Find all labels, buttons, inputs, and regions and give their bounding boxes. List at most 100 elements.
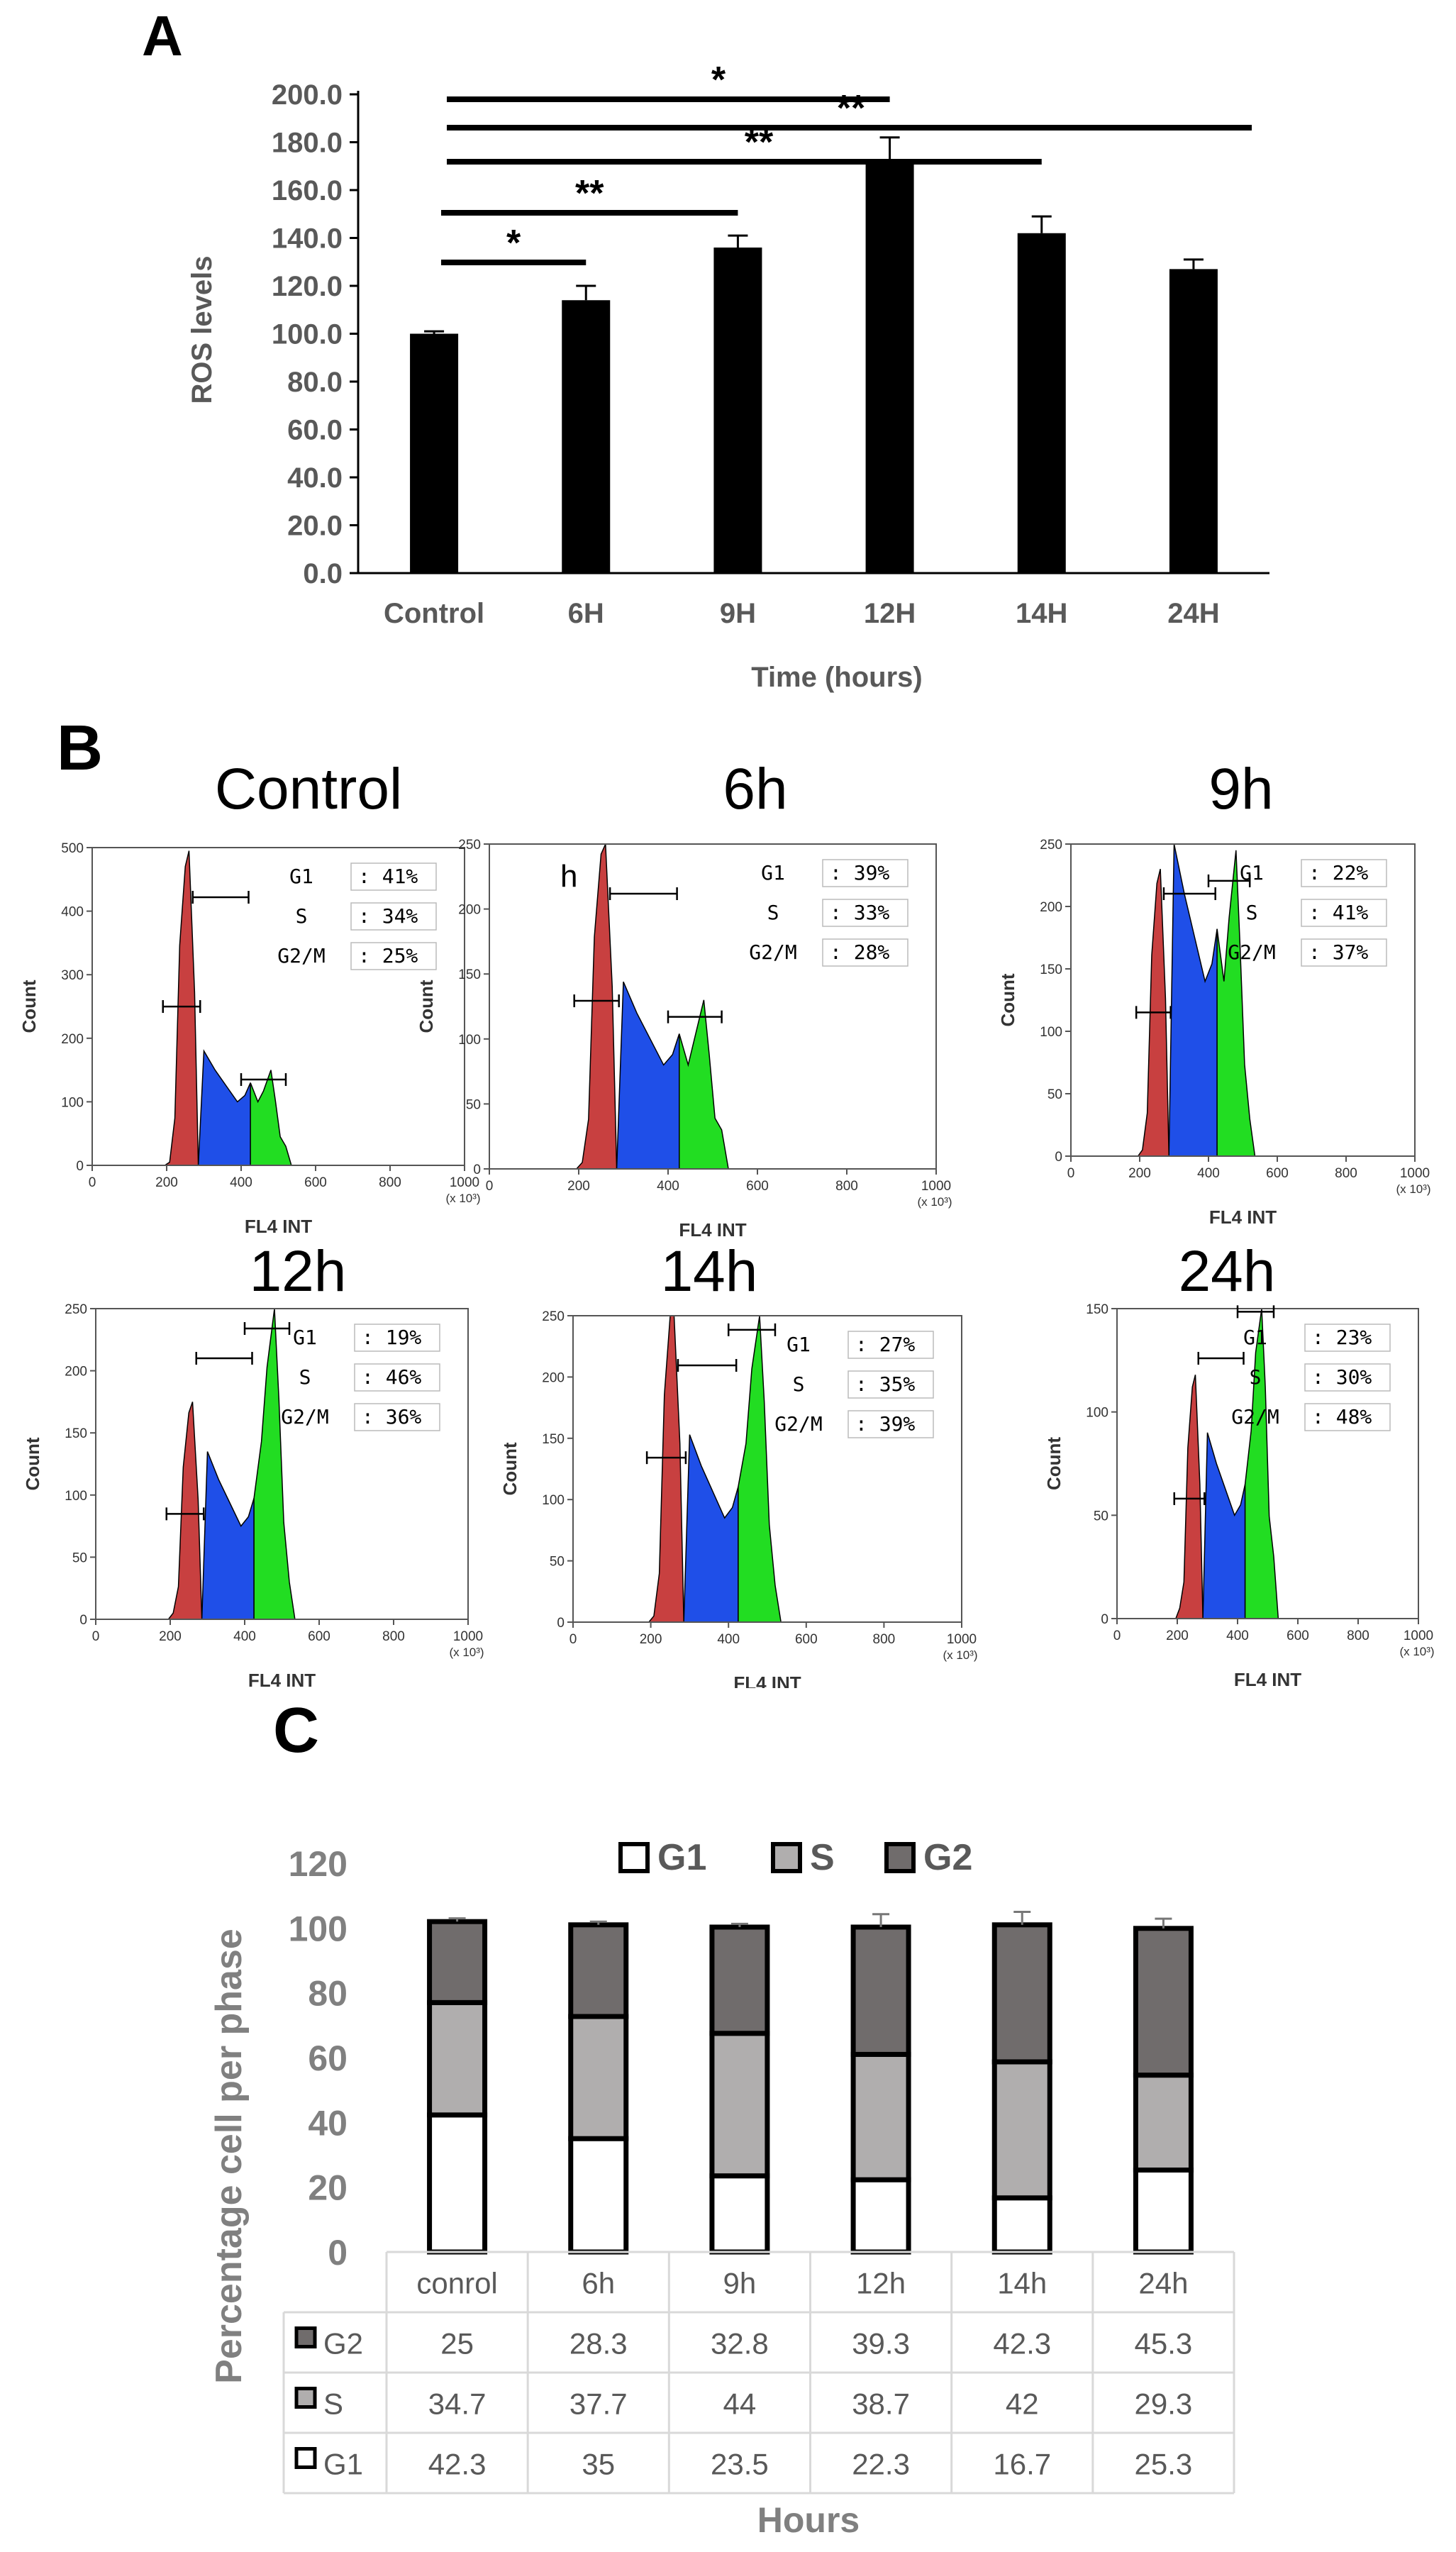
panel-a-letter: A [142, 4, 183, 67]
histogram-ytick-label: 0 [1101, 1612, 1108, 1627]
panel-c-bar-g2 [1133, 1926, 1194, 2078]
panel-a-bar-14h [1017, 233, 1066, 573]
panel-c-table-swatch [294, 2387, 317, 2409]
panel-c-bar-g1 [1133, 2167, 1194, 2255]
histogram-g2-area [253, 1308, 296, 1620]
histogram-stat-label: G2/M [774, 1412, 822, 1436]
panel-a-ytick-label: 140.0 [272, 223, 343, 255]
histogram-ytick-label: 100 [458, 1033, 481, 1048]
panel-a-ytick-label: 160.0 [272, 175, 343, 206]
panel-c-table-swatch [294, 2447, 317, 2469]
histogram-ylabel: Count [416, 980, 437, 1033]
panel-a-xtick-label: 14H [1016, 598, 1067, 629]
histogram-frame [572, 1315, 962, 1623]
histogram-ytick-label: 250 [542, 1309, 565, 1324]
panel-c-bar-g2 [991, 1922, 1052, 2065]
histogram-stat-label: G2/M [1228, 941, 1275, 964]
histogram-xtick-label: 400 [1197, 1166, 1220, 1181]
histogram-title: 14h [661, 1239, 758, 1304]
histogram-xunit: (x 10³) [917, 1195, 952, 1209]
histogram-xtick-label: 1000 [453, 1629, 483, 1644]
histogram-s-area [197, 1049, 251, 1166]
histogram-ytick-label: 50 [550, 1555, 565, 1570]
histogram-g2-area [1244, 1308, 1279, 1619]
panel-c-ytick-label: 20 [308, 2168, 348, 2208]
histogram-stat-label: G1 [293, 1326, 317, 1349]
histogram-stat-value: : 36% [362, 1405, 421, 1428]
panel-c-table-cell: 42 [1006, 2387, 1039, 2421]
histogram-stat-box [350, 862, 437, 891]
histogram-ytick-label: 250 [1040, 838, 1062, 853]
panel-c-bar-g2 [709, 1924, 770, 2036]
panel-a-xtick-label: 9H [720, 598, 756, 629]
histogram-title: 6h [723, 757, 787, 821]
histogram-stat-box [1301, 859, 1387, 887]
histogram-xlabel: FL4 INT [733, 1672, 801, 1688]
histogram-xtick-label: 400 [717, 1632, 740, 1647]
histogram-ytick-label: 500 [61, 841, 84, 856]
histogram-xtick-label: 200 [1166, 1629, 1189, 1643]
histogram-ytick-label: 100 [542, 1493, 565, 1508]
histogram-g1-area [575, 843, 618, 1170]
histogram-stat-label: G1 [289, 865, 313, 888]
histogram-g1-area [1174, 1375, 1204, 1619]
panel-c-ytick-label: 100 [289, 1909, 348, 1948]
panel-c-bar-g1 [427, 2112, 488, 2255]
panel-c-table-header: 9h [723, 2267, 757, 2300]
histogram-xtick-label: 800 [1335, 1166, 1357, 1181]
panel-c-ytick-label: 40 [308, 2103, 348, 2143]
histogram-xlabel: FL4 INT [248, 1670, 316, 1688]
histogram-ytick-label: 0 [1055, 1150, 1062, 1165]
histogram-stat-label: S [299, 1365, 311, 1389]
panel-c-legend-swatch-g2 [884, 1842, 916, 1873]
histogram-xtick-label: 600 [308, 1629, 330, 1644]
histogram-ylabel: Count [18, 980, 40, 1033]
panel-a-ytick-label: 0.0 [303, 558, 343, 589]
histogram-xtick-label: 600 [1286, 1629, 1309, 1643]
histogram-xtick-label: 0 [1113, 1629, 1121, 1643]
panel-c-table-cell: 34.7 [428, 2387, 487, 2421]
panel-c-table-cell: 42.3 [428, 2448, 487, 2481]
histogram-stat-label: G1 [1240, 861, 1264, 884]
panel-c-ytick-label: 0 [328, 2233, 348, 2273]
histogram-xtick-label: 200 [567, 1179, 590, 1194]
histogram-stat-box [822, 859, 908, 887]
histogram-s-area [1168, 843, 1218, 1157]
histogram-stat-box [350, 902, 437, 931]
panel-c-xlabel: Hours [757, 2500, 860, 2540]
panel-a-significance-star: * [711, 60, 726, 101]
histogram-stat-box [1304, 1403, 1391, 1431]
panel-a-bar-9h [713, 248, 762, 573]
histogram-ytick-label: 100 [65, 1489, 87, 1504]
panel-a-ylabel: ROS levels [187, 255, 218, 404]
histogram-ylabel: Count [22, 1437, 43, 1490]
panel-c-ytick-label: 120 [289, 1844, 348, 1884]
histogram-g2-area [250, 1070, 292, 1166]
histogram-s-area [616, 981, 680, 1170]
histogram-ylabel: Count [997, 973, 1018, 1026]
panel-c-bar-g2 [850, 1924, 911, 2057]
panel-c-table-row-label: S [323, 2387, 343, 2421]
histogram-ytick-label: 0 [557, 1616, 565, 1631]
histogram-stat-label: G1 [1243, 1326, 1267, 1349]
histogram-stat-value: : 28% [830, 941, 889, 964]
histogram-ytick-label: 100 [1040, 1025, 1062, 1040]
panel-c-bar-s [991, 2059, 1052, 2201]
histogram-stat-label: S [1246, 901, 1258, 924]
panel-c-table-cell: 25 [440, 2327, 474, 2360]
histogram-frame [489, 843, 937, 1170]
panel-a-bar-12h [865, 161, 914, 573]
histogram-xtick-label: 600 [746, 1179, 769, 1194]
panel-c-table-cell: 38.7 [852, 2387, 910, 2421]
histogram-xtick-label: 800 [379, 1175, 401, 1190]
panel-c-ytick-label: 80 [308, 1974, 348, 2014]
histogram-xtick-label: 0 [89, 1175, 96, 1190]
histogram-xtick-label: 200 [640, 1632, 662, 1647]
histogram-ytick-label: 50 [72, 1550, 87, 1565]
panel-a-chart: A 0.0 20.0 40.0 60.0 80.0 100.0 120.0 140.0 160.… [142, 4, 1269, 693]
histogram-ytick-label: 200 [458, 903, 481, 918]
panel-c-legend-swatch-s [771, 1842, 802, 1873]
histogram-ytick-label: 250 [65, 1302, 87, 1317]
histogram-ytick-label: 300 [61, 968, 84, 983]
